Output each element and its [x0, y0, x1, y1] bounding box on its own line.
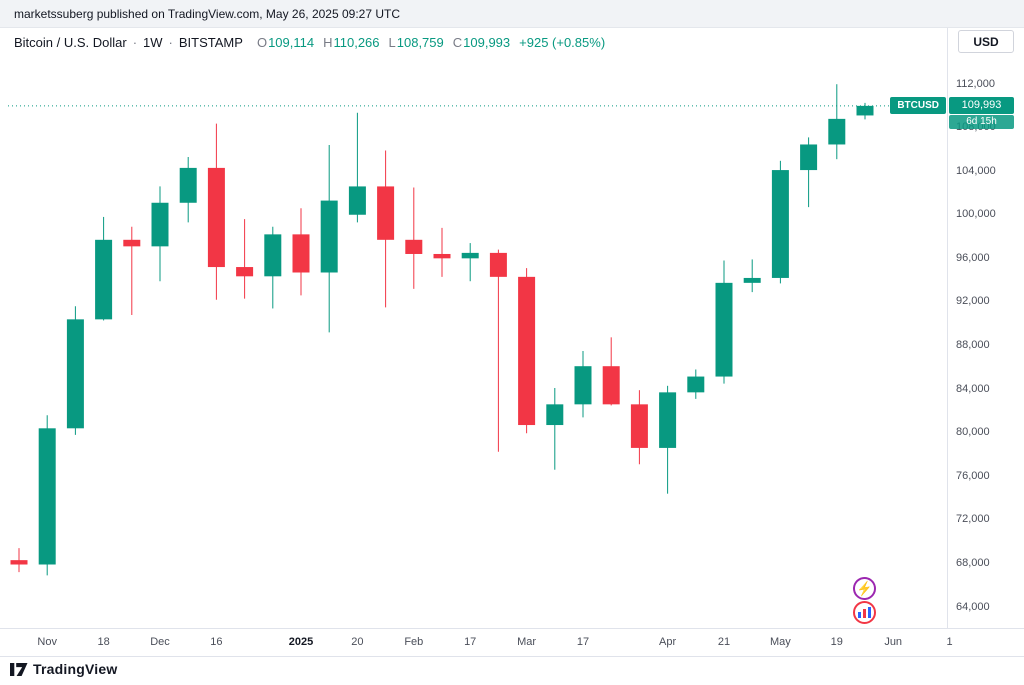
candle-body [771, 170, 789, 278]
candle-body [659, 392, 677, 448]
high-label: H [323, 34, 333, 50]
candle-body [123, 239, 141, 247]
attribution-bar: marketssuberg published on TradingView.c… [0, 0, 1024, 28]
candle-body [743, 277, 761, 283]
time-tick: Mar [517, 636, 537, 648]
tradingview-logo[interactable]: TradingView [10, 661, 117, 677]
time-tick: 16 [210, 636, 223, 648]
high-readout: H110,266 [323, 35, 379, 50]
time-tick: 20 [351, 636, 364, 648]
ohlc-readout: O109,114 H110,266 L108,759 C109,993 +925… [257, 35, 605, 50]
time-tick: 1 [946, 636, 953, 648]
low-value: 108,759 [396, 34, 444, 50]
time-tick: 19 [830, 636, 843, 648]
candle-body [179, 167, 197, 203]
open-readout: O109,114 [257, 35, 314, 50]
open-label: O [256, 34, 268, 50]
candle-body [320, 200, 338, 273]
time-axis-separator [0, 628, 1024, 629]
time-tick: Nov [37, 636, 57, 648]
open-value: 109,114 [268, 34, 315, 50]
price-axis-separator [947, 28, 948, 628]
time-tick: Jun [884, 636, 903, 648]
candle-body [377, 186, 395, 240]
close-value: 109,993 [463, 34, 511, 50]
candle-body [630, 404, 648, 448]
candle-body [828, 118, 846, 145]
candle-body [518, 276, 536, 426]
candle-body [405, 239, 423, 254]
time-tick: Dec [150, 636, 170, 648]
price-tick: 68,000 [956, 556, 990, 569]
separator-dot: · [168, 34, 173, 50]
candle-body [574, 366, 592, 405]
current-price-tag: 109,993 [949, 97, 1014, 115]
close-label: C [452, 34, 463, 50]
price-tick: 64,000 [956, 600, 990, 613]
candle-body [687, 376, 705, 393]
price-tick: 80,000 [956, 426, 990, 439]
candle-body [292, 234, 310, 273]
price-tick: 92,000 [956, 295, 990, 308]
price-tick: 96,000 [956, 251, 990, 264]
close-readout: C109,993 [453, 35, 510, 50]
candle-body [461, 252, 479, 259]
price-tick: 100,000 [956, 208, 996, 221]
time-tick: Feb [404, 636, 424, 648]
exchange-label[interactable]: BITSTAMP [178, 34, 243, 50]
separator-dot: · [132, 34, 138, 50]
candle-body [95, 239, 113, 320]
candle-body [264, 234, 282, 277]
candle-body [207, 167, 225, 268]
time-tick: 21 [717, 636, 731, 648]
time-tick: 2025 [288, 636, 314, 648]
candle-body [66, 319, 84, 429]
candle-body [546, 404, 564, 426]
candle-body [38, 428, 56, 565]
symbol-title[interactable]: Bitcoin / U.S. Dollar [14, 34, 127, 50]
price-tick: 84,000 [956, 382, 990, 395]
bar-countdown-tag: 6d 15h [949, 115, 1014, 130]
candle-body [715, 282, 733, 377]
price-tick: 76,000 [956, 469, 990, 482]
time-tick: 17 [464, 636, 477, 648]
high-value: 110,266 [333, 34, 380, 50]
bar-chart-icon [858, 607, 871, 618]
low-readout: L108,759 [389, 35, 444, 50]
attribution-text: marketssuberg published on TradingView.c… [14, 6, 400, 21]
tradingview-logo-text: TradingView [33, 661, 118, 677]
price-tick: 104,000 [956, 164, 996, 177]
symbol-price-tag: BTCUSD [890, 97, 946, 115]
candle-body [236, 267, 254, 277]
candle-body [10, 560, 28, 565]
candle-body [602, 366, 620, 405]
symbol-header: Bitcoin / U.S. Dollar · 1W · BITSTAMP O1… [14, 31, 605, 53]
candle-body [489, 252, 507, 277]
tradingview-logo-icon [10, 662, 28, 676]
candle-body [348, 186, 366, 215]
candle-body [800, 144, 818, 171]
candle-body [856, 105, 874, 116]
candle-body [433, 253, 451, 259]
price-tick: 112,000 [956, 77, 995, 90]
low-label: L [388, 34, 396, 50]
time-tick: 18 [97, 636, 110, 648]
price-tick: 72,000 [956, 513, 990, 526]
interval-label[interactable]: 1W [143, 34, 163, 50]
candle-body [151, 202, 169, 247]
currency-button[interactable]: USD [958, 30, 1014, 53]
panel-bottom-border [0, 656, 1024, 657]
chart-reaction-icon[interactable] [853, 601, 876, 624]
time-tick: 17 [576, 636, 590, 648]
change-value: +925 (+0.85%) [519, 34, 606, 50]
time-tick: Apr [659, 636, 677, 648]
price-tick: 88,000 [956, 339, 990, 351]
time-tick: May [770, 636, 791, 648]
